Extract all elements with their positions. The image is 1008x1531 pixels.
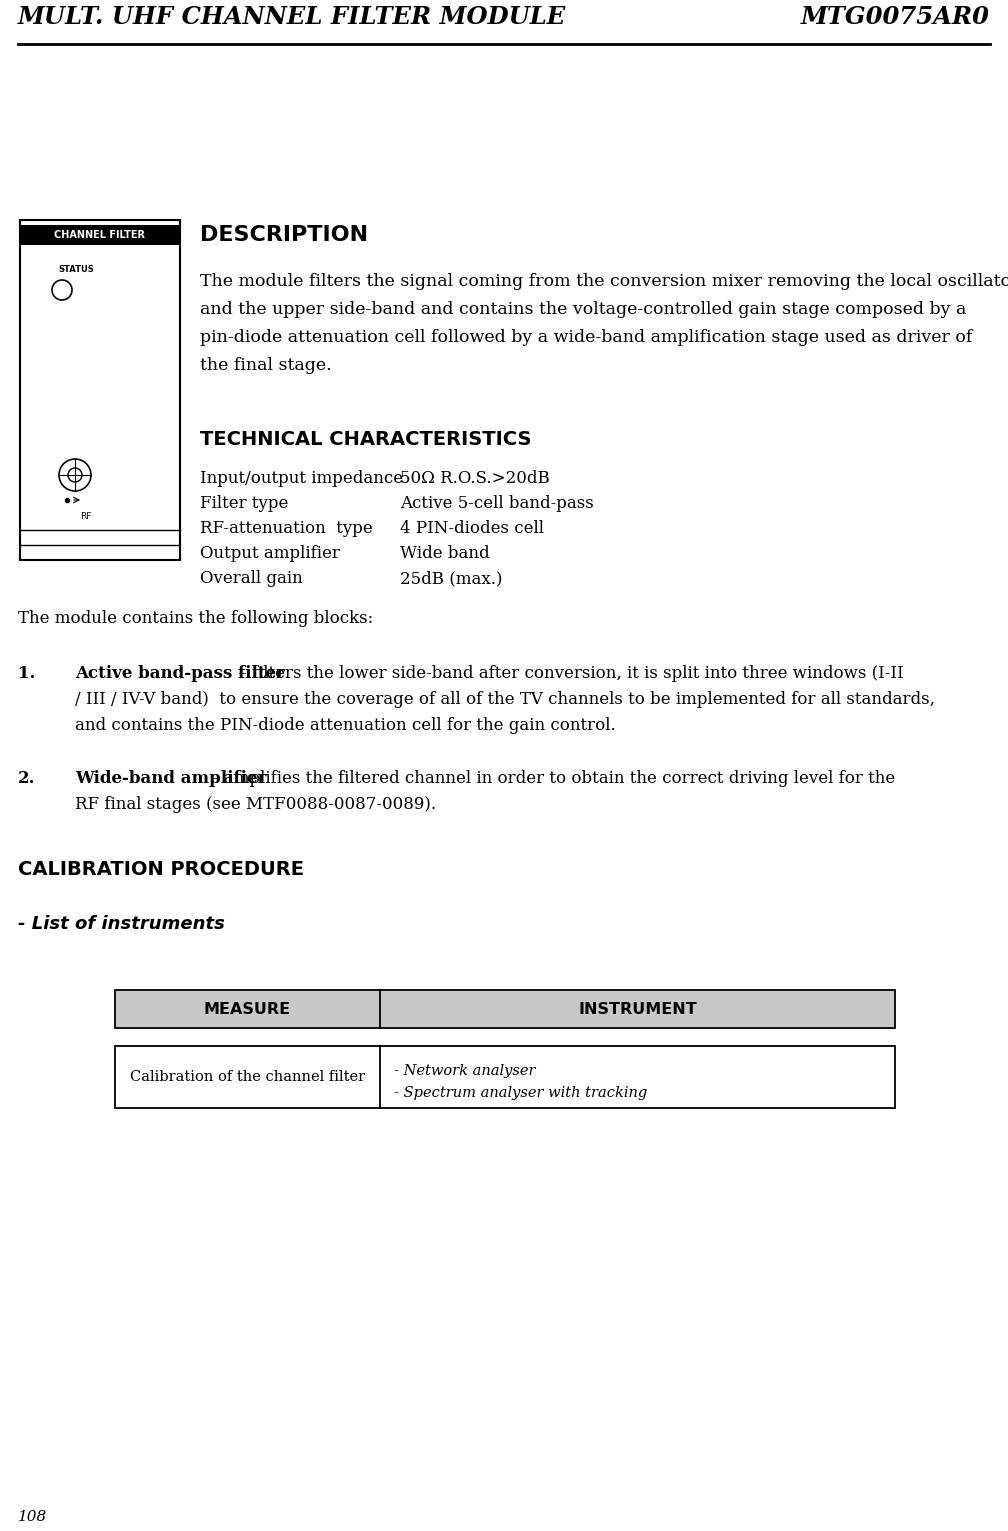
Text: - Network analyser: - Network analyser: [394, 1064, 535, 1078]
Text: the final stage.: the final stage.: [200, 357, 332, 374]
Text: TECHNICAL CHARACTERISTICS: TECHNICAL CHARACTERISTICS: [200, 430, 531, 449]
Bar: [115, 991, 895, 1027]
Text: – amplifies the filtered channel in order to obtain the correct driving level fo: – amplifies the filtered channel in orde…: [205, 770, 895, 787]
Text: The module filters the signal coming from the conversion mixer removing the loca: The module filters the signal coming fro…: [200, 273, 1008, 289]
Text: 108: 108: [18, 1510, 47, 1523]
Text: pin-diode attenuation cell followed by a wide-band amplification stage used as d: pin-diode attenuation cell followed by a…: [200, 329, 973, 346]
Text: - Spectrum analyser with tracking: - Spectrum analyser with tracking: [394, 1085, 647, 1099]
Text: Overall gain: Overall gain: [200, 570, 302, 586]
Text: Input/output impedance: Input/output impedance: [200, 470, 403, 487]
Text: Active band-pass filter: Active band-pass filter: [75, 664, 285, 681]
Text: RF-attenuation  type: RF-attenuation type: [200, 521, 373, 537]
Text: RF final stages (see MTF0088-0087-0089).: RF final stages (see MTF0088-0087-0089).: [75, 796, 436, 813]
Text: 2.: 2.: [18, 770, 35, 787]
Text: MULT. UHF CHANNEL FILTER MODULE: MULT. UHF CHANNEL FILTER MODULE: [18, 5, 566, 29]
Text: MTG0075AR0: MTG0075AR0: [801, 5, 990, 29]
Text: / III / IV-V band)  to ensure the coverage of all of the TV channels to be imple: / III / IV-V band) to ensure the coverag…: [75, 690, 935, 707]
Text: The module contains the following blocks:: The module contains the following blocks…: [18, 609, 373, 628]
Circle shape: [68, 468, 82, 482]
Text: 4 PIN-diodes cell: 4 PIN-diodes cell: [400, 521, 544, 537]
Text: RF: RF: [80, 511, 92, 521]
Text: – filters the lower side-band after conversion, it is split into three windows (: – filters the lower side-band after conv…: [233, 664, 903, 681]
Text: Filter type: Filter type: [200, 495, 288, 511]
Text: Active 5-cell band-pass: Active 5-cell band-pass: [400, 495, 594, 511]
Text: and the upper side-band and contains the voltage-controlled gain stage composed : and the upper side-band and contains the…: [200, 302, 967, 318]
Bar: [20, 220, 180, 560]
Text: and contains the PIN-diode attenuation cell for the gain control.: and contains the PIN-diode attenuation c…: [75, 717, 616, 733]
Text: Wide-band amplifier: Wide-band amplifier: [75, 770, 266, 787]
Bar: [20, 225, 180, 245]
Bar: [115, 991, 895, 1027]
Text: INSTRUMENT: INSTRUMENT: [579, 1001, 697, 1017]
Text: CHANNEL FILTER: CHANNEL FILTER: [54, 230, 145, 240]
Text: MEASURE: MEASURE: [204, 1001, 291, 1017]
Circle shape: [52, 280, 72, 300]
Text: 1.: 1.: [18, 664, 35, 681]
Circle shape: [59, 459, 91, 491]
Text: - List of instruments: - List of instruments: [18, 916, 225, 932]
Text: 25dB (max.): 25dB (max.): [400, 570, 503, 586]
Bar: [115, 1046, 895, 1108]
Text: STATUS: STATUS: [58, 265, 94, 274]
Text: Wide band: Wide band: [400, 545, 490, 562]
Text: CALIBRATION PROCEDURE: CALIBRATION PROCEDURE: [18, 860, 304, 879]
Text: DESCRIPTION: DESCRIPTION: [200, 225, 368, 245]
Text: 50Ω R.O.S.>20dB: 50Ω R.O.S.>20dB: [400, 470, 549, 487]
Text: Calibration of the channel filter: Calibration of the channel filter: [130, 1070, 365, 1084]
Text: Output amplifier: Output amplifier: [200, 545, 340, 562]
